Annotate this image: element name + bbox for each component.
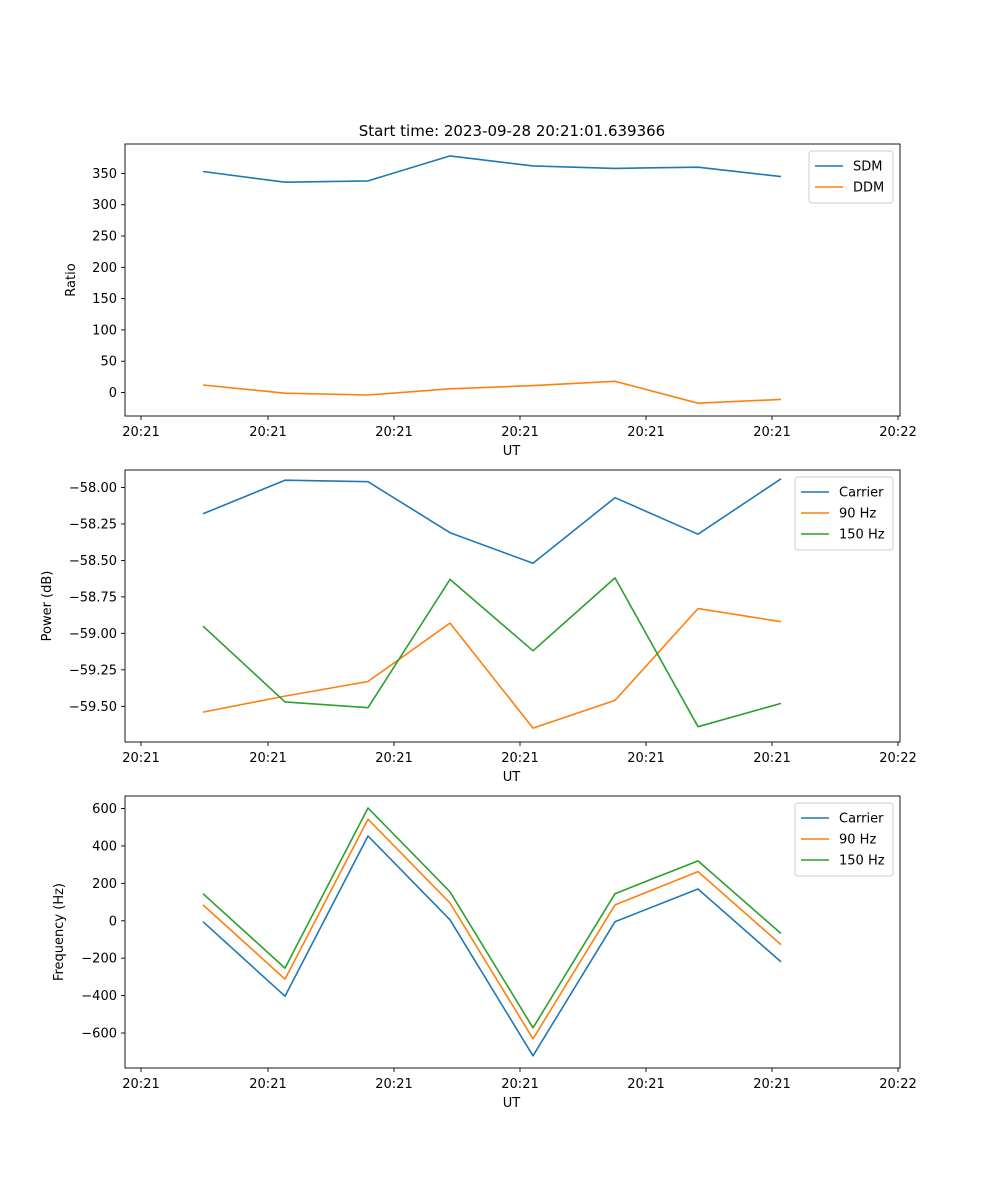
x-tick-label: 20:21 xyxy=(501,751,538,766)
y-tick-label: 50 xyxy=(100,355,117,370)
x-axis-label: UT xyxy=(503,770,521,785)
y-tick-label: 350 xyxy=(92,167,117,182)
y-tick-label: 300 xyxy=(92,198,117,213)
x-tick-label: 20:21 xyxy=(627,751,664,766)
x-tick-label: 20:21 xyxy=(122,751,159,766)
legend-label: 90 Hz xyxy=(839,507,876,522)
y-tick-label: 200 xyxy=(92,877,117,892)
y-tick-label: 100 xyxy=(92,323,117,338)
series-line-90-hz xyxy=(202,607,782,729)
y-tick-label: −58.50 xyxy=(69,554,117,569)
series-line-carrier xyxy=(202,478,782,565)
x-axis-label: UT xyxy=(503,444,521,459)
series-line-90-hz xyxy=(202,818,782,1040)
series-line-150-hz xyxy=(202,577,782,728)
y-tick-label: −59.25 xyxy=(69,663,117,678)
x-tick-label: 20:21 xyxy=(627,425,664,440)
y-tick-label: −58.00 xyxy=(69,481,117,496)
x-tick-label: 20:22 xyxy=(879,425,916,440)
legend: SDM DDM xyxy=(808,150,894,204)
y-tick-label: 250 xyxy=(92,230,117,245)
axes-frame xyxy=(124,795,901,1069)
legend-label: DDM xyxy=(853,181,884,196)
legend: Carrier 90 Hz 150 Hz xyxy=(794,476,894,551)
legend-box xyxy=(794,476,894,551)
legend-label: 150 Hz xyxy=(839,854,885,869)
x-tick-label: 20:21 xyxy=(375,1077,412,1092)
panel-2: 20:21 20:21 20:21 20:21 20:21 20:21 20:22 −59.5… xyxy=(40,469,917,785)
x-tick-label: 20:21 xyxy=(249,1077,286,1092)
axes-frame xyxy=(124,469,901,743)
x-tick-label: 20:21 xyxy=(249,425,286,440)
y-tick-label: 0 xyxy=(109,386,117,401)
y-tick-label: −58.25 xyxy=(69,517,117,532)
y-tick-label: 150 xyxy=(92,292,117,307)
panel-3: 20:21 20:21 20:21 20:21 20:21 20:21 20:22 −600 −… xyxy=(52,795,917,1111)
series-line-carrier xyxy=(202,835,782,1057)
y-axis-label: Ratio xyxy=(64,263,79,296)
y-tick-label: −59.00 xyxy=(69,627,117,642)
series-line-ddm xyxy=(202,380,782,405)
x-tick-label: 20:21 xyxy=(375,425,412,440)
x-tick-label: 20:22 xyxy=(879,1077,916,1092)
y-tick-label: −59.50 xyxy=(69,700,117,715)
x-tick-label: 20:21 xyxy=(375,751,412,766)
y-tick-label: 0 xyxy=(109,914,117,929)
y-tick-label: −600 xyxy=(81,1027,117,1042)
x-tick-label: 20:21 xyxy=(249,751,286,766)
y-axis-label: Frequency (Hz) xyxy=(52,883,67,981)
series-line-sdm xyxy=(202,155,782,183)
y-tick-label: 400 xyxy=(92,839,117,854)
panels: 20:21 20:21 20:21 20:21 20:21 20:21 20:22 0 50 10… xyxy=(40,143,917,1111)
legend: Carrier 90 Hz 150 Hz xyxy=(794,802,894,877)
x-tick-label: 20:21 xyxy=(753,1077,790,1092)
y-axis-label: Power (dB) xyxy=(40,571,55,642)
legend-box xyxy=(808,150,894,204)
y-tick-label: −58.75 xyxy=(69,590,117,605)
x-tick-label: 20:22 xyxy=(879,751,916,766)
legend-label: Carrier xyxy=(839,486,884,501)
panel-1: 20:21 20:21 20:21 20:21 20:21 20:21 20:22 0 50 10… xyxy=(64,143,917,459)
legend-label: 90 Hz xyxy=(839,833,876,848)
y-tick-label: 600 xyxy=(92,802,117,817)
y-tick-label: −400 xyxy=(81,989,117,1004)
legend-label: SDM xyxy=(853,160,882,175)
x-axis-label: UT xyxy=(503,1096,521,1111)
series-line-150-hz xyxy=(202,807,782,1029)
axes-frame xyxy=(124,143,901,417)
x-tick-label: 20:21 xyxy=(501,425,538,440)
x-tick-label: 20:21 xyxy=(501,1077,538,1092)
y-tick-label: 200 xyxy=(92,261,117,276)
x-tick-label: 20:21 xyxy=(122,1077,159,1092)
x-tick-label: 20:21 xyxy=(753,425,790,440)
y-tick-label: −200 xyxy=(81,952,117,967)
legend-label: 150 Hz xyxy=(839,528,885,543)
chart-title: Start time: 2023-09-28 20:21:01.639366 xyxy=(359,122,665,140)
x-tick-label: 20:21 xyxy=(753,751,790,766)
legend-label: Carrier xyxy=(839,812,884,827)
legend-box xyxy=(794,802,894,877)
x-tick-label: 20:21 xyxy=(122,425,159,440)
x-tick-label: 20:21 xyxy=(627,1077,664,1092)
